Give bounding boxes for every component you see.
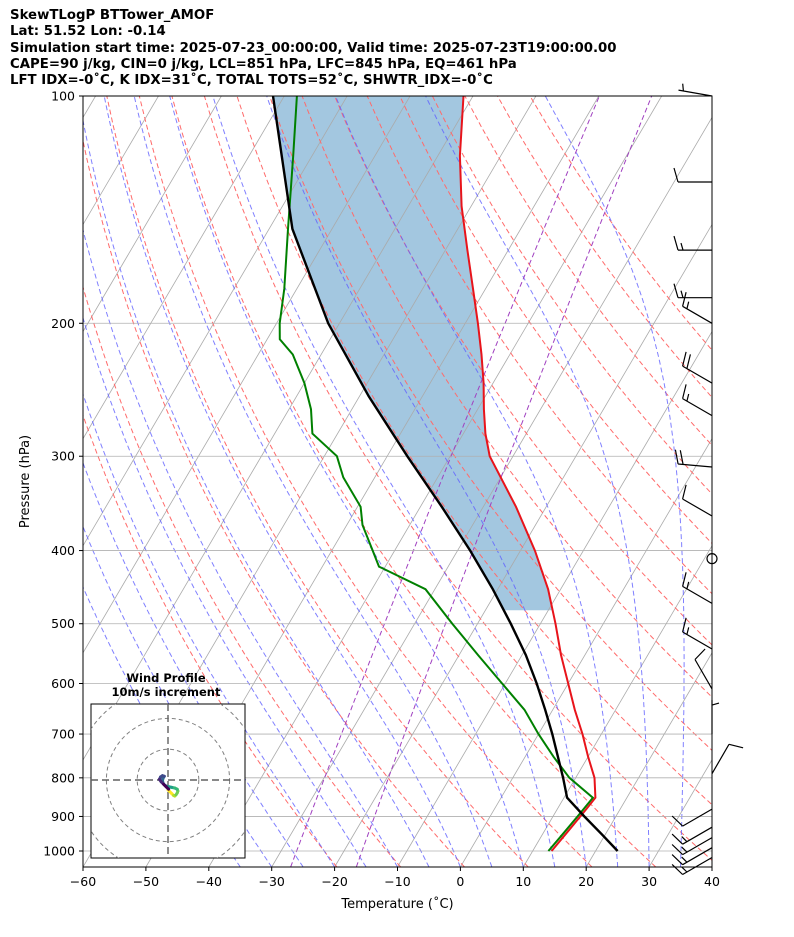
calm-wind-circle [706, 553, 718, 565]
moist-adiabat-line [83, 461, 304, 867]
dry-adiabat-line [83, 138, 465, 867]
x-tick-label: −40 [196, 874, 222, 889]
y-axis-label: Pressure (hPa) [18, 435, 33, 528]
moist-adiabat-line [83, 392, 336, 867]
x-tick-label: −50 [133, 874, 159, 889]
isotherm-line [208, 96, 663, 867]
dry-adiabat-line [203, 96, 712, 862]
wind-barb [711, 700, 720, 735]
dry-adiabat-line [106, 96, 529, 867]
moist-adiabat-line [212, 96, 556, 867]
x-tick-label: 40 [704, 874, 720, 889]
x-tick-label: 20 [578, 874, 594, 889]
moist-adiabat-line [266, 96, 587, 867]
mixing-ratio-line [355, 96, 653, 867]
dry-adiabat-line [83, 413, 338, 867]
wind-barb [682, 572, 713, 604]
temperature-line [458, 96, 597, 852]
moist-adiabat-line [425, 96, 650, 867]
hodograph-subtitle: 10m/s increment [112, 685, 221, 699]
chart-header: SkewTLogP BTTower_AMOF Lat: 51.52 Lon: -… [10, 8, 617, 89]
x-tick-label: −30 [259, 874, 285, 889]
y-tick-label: 100 [51, 89, 75, 104]
wind-barb [671, 826, 713, 845]
dry-adiabat-line [334, 96, 712, 646]
wind-barb [671, 847, 713, 866]
dry-adiabat-line [138, 96, 593, 867]
isotherm-line [397, 330, 712, 867]
wind-barb [673, 235, 712, 251]
isotherm-line [648, 759, 712, 867]
y-tick-label: 300 [51, 449, 75, 464]
y-tick-label: 400 [51, 543, 75, 558]
y-tick-label: 900 [51, 809, 75, 824]
y-tick-label: 600 [51, 676, 75, 691]
y-tick-label: 200 [51, 316, 75, 331]
location-text: Lat: 51.52 Lon: -0.14 [10, 24, 166, 40]
isotherm-line [460, 437, 712, 867]
wind-barb [682, 292, 713, 324]
moist-adiabat-line [83, 118, 430, 867]
wind-barb [682, 351, 713, 384]
wind-barb [674, 449, 713, 468]
wind-barb [682, 617, 713, 650]
chart-title: SkewTLogP BTTower_AMOF [10, 8, 215, 23]
moist-adiabat-line [544, 96, 685, 867]
wind-barb [671, 856, 713, 876]
wind-barb [678, 83, 713, 97]
cape-area [273, 96, 553, 611]
wind-barb [673, 167, 712, 183]
hodograph-segment [164, 785, 171, 791]
isotherm-line [83, 96, 474, 761]
x-axis-label: Temperature (˚C) [340, 896, 453, 912]
dry-adiabat-line [83, 285, 402, 867]
y-tick-label: 800 [51, 770, 75, 785]
wind-barb [682, 484, 713, 517]
isotherm-line [83, 96, 285, 440]
isotherm-line [522, 544, 712, 867]
parcel-line [271, 96, 619, 852]
isotherm-line [271, 116, 712, 867]
stability-indices-text: LFT IDX=-0˚C, K IDX=31˚C, TOTAL TOTS=52˚… [10, 73, 493, 89]
dry-adiabat-line [529, 96, 712, 351]
moist-adiabat-line [103, 96, 461, 867]
x-tick-label: 10 [515, 874, 531, 889]
wind-barb [711, 743, 744, 775]
y-tick-label: 700 [51, 727, 75, 742]
isotherm-line [83, 96, 348, 547]
dry-adiabat-line [171, 96, 657, 867]
mixing-ratio-line [290, 96, 600, 867]
wind-barb [671, 808, 713, 827]
dry-adiabat-line [464, 96, 712, 447]
x-tick-label: 0 [456, 874, 464, 889]
hodograph-ring [136, 748, 200, 812]
simulation-time-text: Simulation start time: 2025-07-23_00:00:… [10, 40, 617, 56]
x-tick-label: −10 [384, 874, 410, 889]
dry-adiabat-line [301, 96, 712, 698]
wind-barb [682, 384, 713, 417]
dry-adiabat-line [399, 96, 712, 545]
y-tick-label: 1000 [43, 844, 75, 859]
isotherm-line [83, 96, 96, 119]
isotherm-line [585, 652, 712, 867]
isotherm-line [83, 96, 411, 654]
wind-barb [673, 283, 712, 299]
dry-adiabat-line [431, 96, 712, 495]
convective-params-text: CAPE=90 j/kg, CIN=0 j/kg, LCL=851 hPa, L… [10, 56, 517, 72]
x-tick-label: −20 [321, 874, 347, 889]
hodograph-title: Wind Profile [126, 671, 206, 685]
moist-adiabat-line [83, 316, 367, 867]
x-tick-label: 30 [641, 874, 657, 889]
wind-barb [671, 837, 713, 856]
moist-adiabat-line [133, 96, 493, 867]
dry-adiabat-line [366, 96, 712, 595]
moist-adiabat-line [335, 96, 619, 867]
moist-adiabat-line [83, 228, 398, 867]
hodograph-plot [91, 704, 245, 858]
wind-barb [694, 648, 713, 690]
x-tick-label: −60 [70, 874, 96, 889]
isotherm-line [83, 96, 222, 333]
y-tick-label: 500 [51, 616, 75, 631]
